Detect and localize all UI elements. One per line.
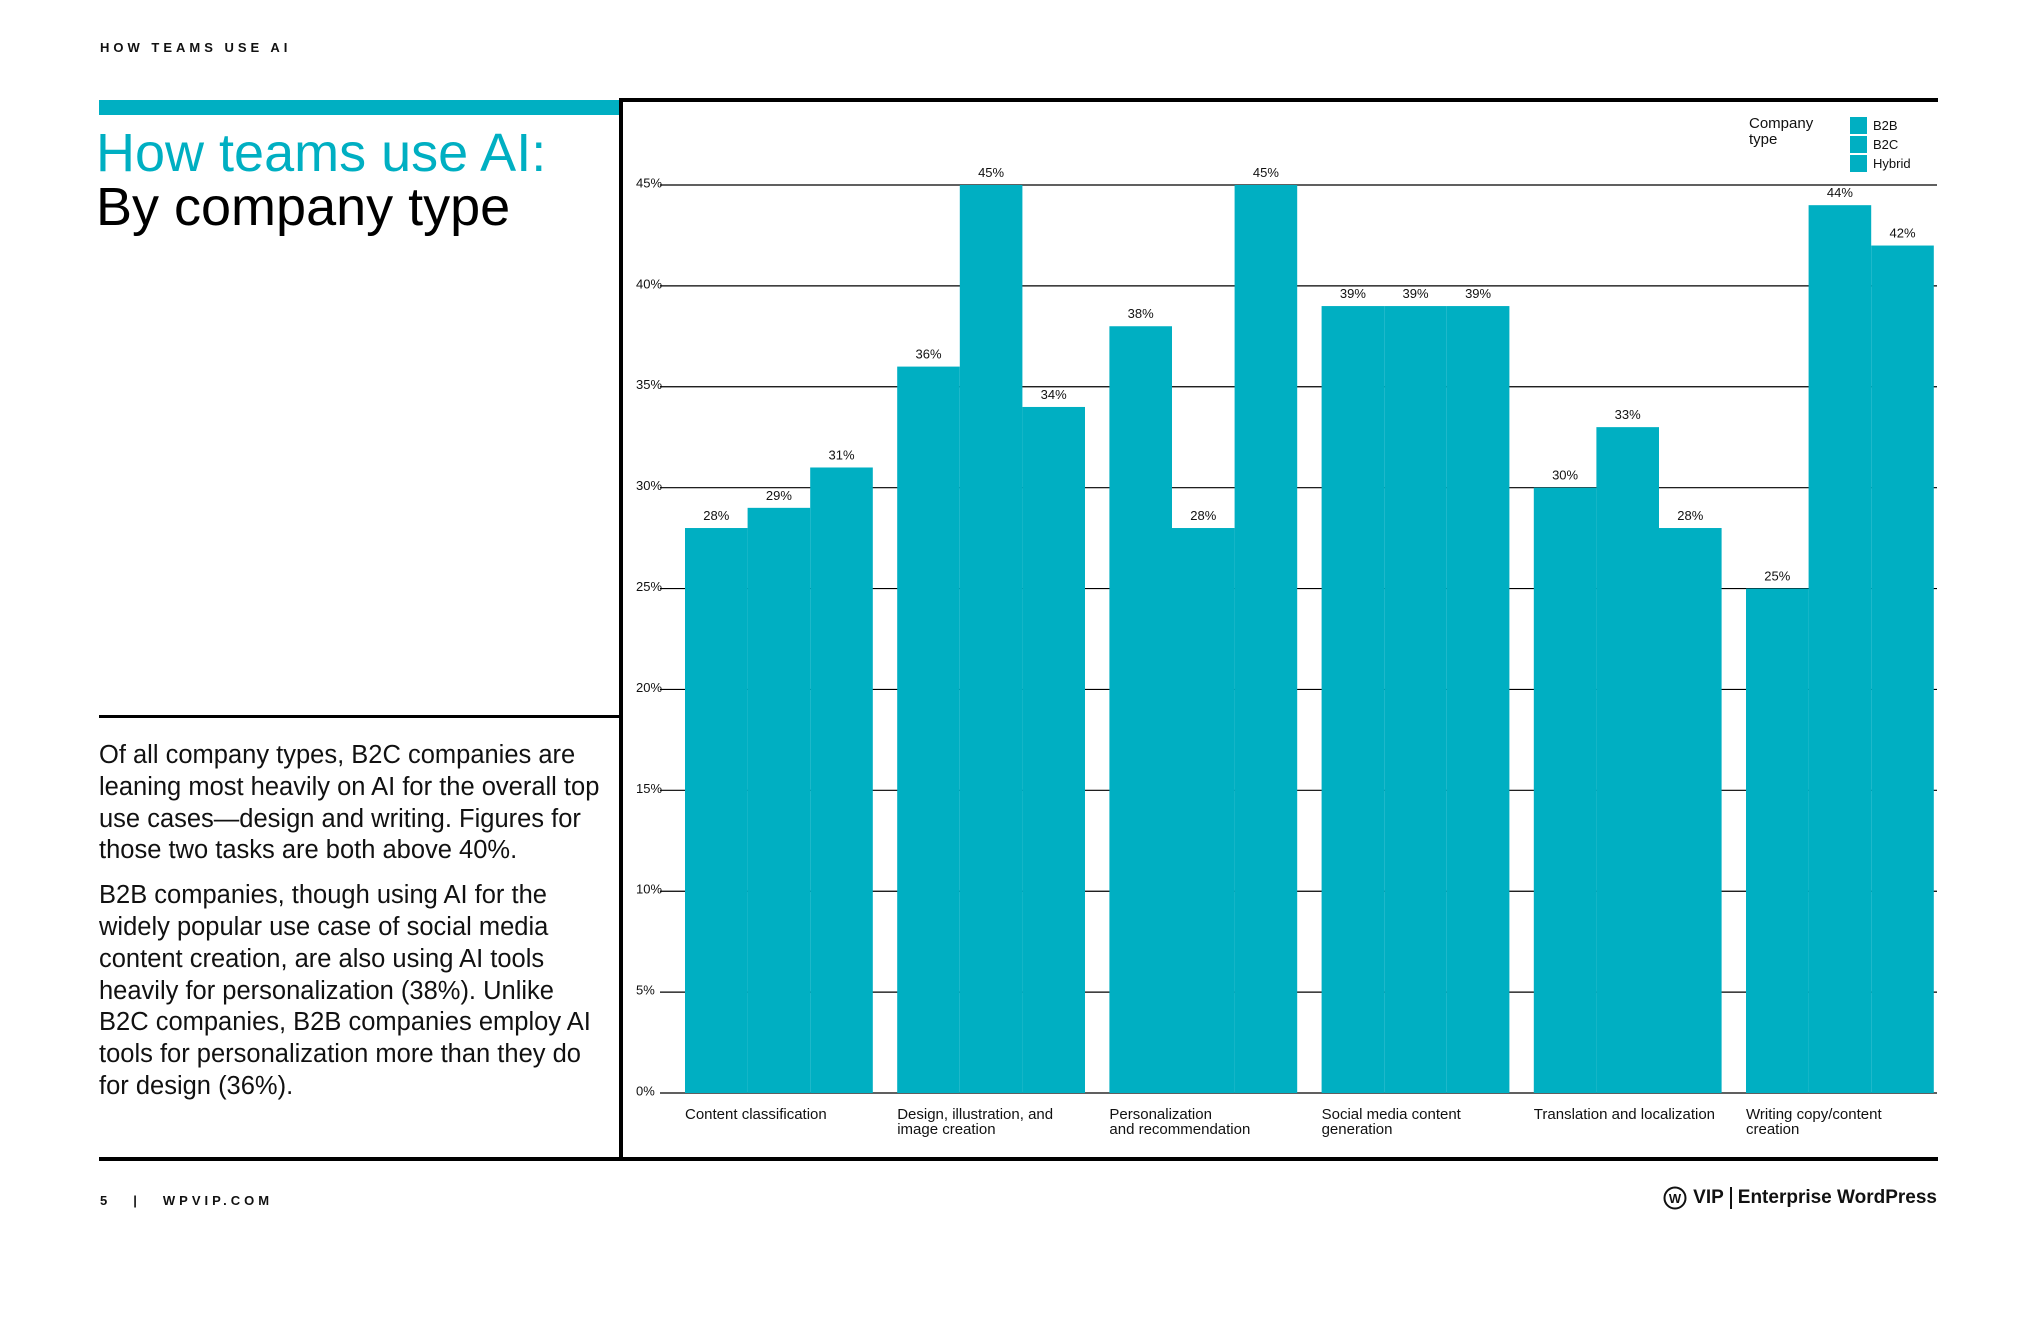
accent-bar [99,100,619,115]
value-label: 34% [1041,387,1067,402]
x-tick-label: Content classification [685,1106,827,1123]
rule [620,98,1938,102]
bar [1746,588,1809,1093]
paragraph: Of all company types, B2C companies are … [99,741,600,865]
bar [1871,245,1934,1094]
value-label: 28% [1190,508,1216,523]
subtitle: By company type [96,177,511,237]
value-label: 31% [828,447,854,462]
footer: 5 | WPVIP.COM [100,1193,273,1208]
value-label: 39% [1402,286,1428,301]
rule [99,715,620,718]
x-tick-label: Social media content generation [1321,1106,1461,1138]
brand: Enterprise WordPress [1737,1187,1937,1208]
separator: | [133,1193,141,1208]
legend-swatch [1850,155,1867,172]
x-tick-label: Translation and localization [1533,1106,1716,1123]
value-label: 30% [1552,468,1578,483]
rule [99,1157,1938,1161]
y-tick-label: 45% [636,175,662,190]
y-tick-label: 5% [636,983,655,998]
bar [1596,427,1659,1094]
y-tick-label: 0% [636,1083,655,1098]
legend-label: B2C [1873,137,1898,152]
bar [747,507,811,1093]
value-label: 28% [703,508,729,523]
bar [1234,185,1298,1093]
bar [685,528,748,1093]
value-label: 44% [1827,185,1853,200]
value-label: 45% [978,165,1004,180]
bar [1533,487,1597,1094]
body-text: Of all company types, B2C companies are … [99,740,604,1116]
page-number: 5 [100,1193,112,1208]
value-label: 39% [1465,286,1491,301]
x-tick-label: Personalization and recommendation [1109,1106,1251,1138]
value-label: 25% [1764,569,1790,584]
bar [1384,306,1447,1094]
section-header: HOW TEAMS USE AI [100,40,292,55]
value-label: 28% [1677,508,1703,523]
value-label: 38% [1128,306,1154,321]
x-tick-label: Writing copy/content creation [1746,1106,1882,1138]
bar [1109,326,1172,1093]
logo: W VIP Enterprise WordPress [1663,1186,1937,1210]
value-label: 45% [1253,165,1279,180]
value-label: 29% [766,488,792,503]
bar [1446,306,1510,1094]
legend-label: Hybrid [1873,156,1911,171]
value-label: 36% [915,347,941,362]
value-label: 42% [1889,226,1915,241]
title: How teams use AI: [96,123,547,183]
y-tick-label: 30% [636,478,662,493]
paragraph: B2B companies, though using AI for the w… [99,881,591,1100]
x-tick-label: Design, illustration, and image creation [897,1106,1054,1138]
legend-swatch [1850,136,1867,153]
rule [619,98,623,1161]
bar [959,185,1023,1093]
divider [1729,1187,1732,1209]
legend-title: Company type [1749,115,1814,148]
y-tick-label: 15% [636,781,662,796]
svg-text:W: W [1669,1191,1682,1206]
y-tick-label: 35% [636,377,662,392]
legend-label: B2B [1873,118,1898,133]
bar [810,467,873,1093]
value-label: 33% [1615,407,1641,422]
y-tick-label: 10% [636,882,662,897]
bar [1659,528,1722,1093]
value-label: 39% [1340,286,1366,301]
bar [1321,306,1385,1094]
bar [1172,528,1235,1093]
wp-icon: W [1663,1186,1687,1210]
site: WPVIP.COM [162,1193,274,1208]
legend-swatch [1850,117,1867,134]
bar [1808,205,1872,1093]
y-tick-label: 20% [636,680,662,695]
y-tick-label: 25% [636,579,662,594]
y-tick-label: 40% [636,276,662,291]
bar [897,366,960,1094]
logo-text: VIP [1693,1187,1724,1208]
bar [1022,406,1085,1093]
